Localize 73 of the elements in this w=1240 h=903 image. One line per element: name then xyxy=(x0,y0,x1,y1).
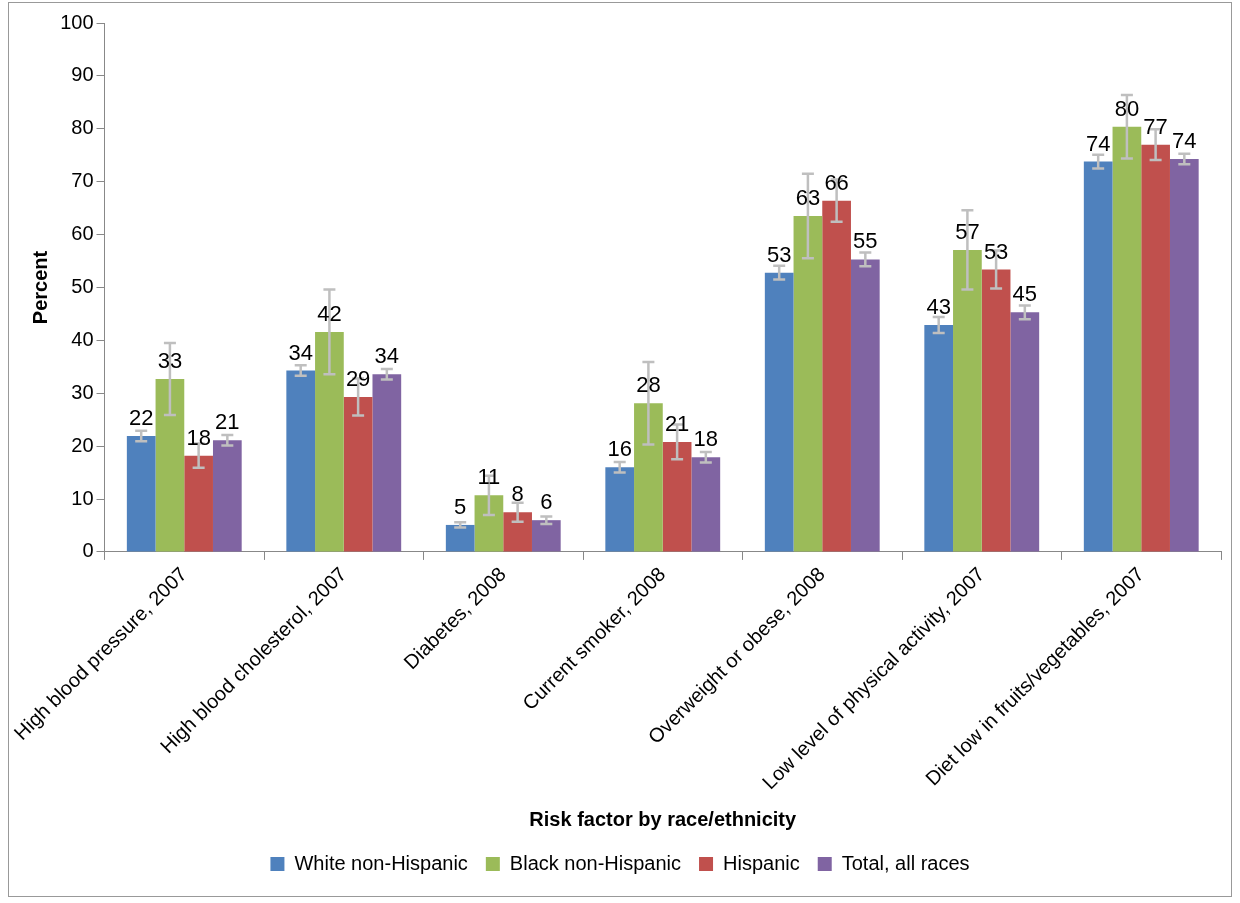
bar xyxy=(850,259,880,552)
y-tick-label: 20 xyxy=(71,433,94,456)
data-label: 18 xyxy=(186,424,211,450)
data-label: 6 xyxy=(540,489,553,515)
data-label: 22 xyxy=(128,405,154,431)
data-label: 18 xyxy=(693,426,719,452)
data-label: 34 xyxy=(374,343,400,369)
bar xyxy=(764,272,794,552)
bar xyxy=(924,325,954,552)
bar xyxy=(822,200,851,552)
y-tick-label: 30 xyxy=(71,380,94,403)
legend-label: Hispanic xyxy=(723,851,800,874)
legend-label: Total, all races xyxy=(841,851,970,874)
bar xyxy=(662,441,692,552)
bar xyxy=(503,512,532,552)
bar xyxy=(981,269,1011,552)
bar xyxy=(1169,158,1199,552)
bar xyxy=(1083,161,1113,552)
data-label: 63 xyxy=(795,185,821,211)
data-label: 66 xyxy=(824,169,849,195)
bar xyxy=(315,331,344,552)
bar xyxy=(953,249,982,552)
bar xyxy=(184,455,213,552)
bar xyxy=(1010,312,1040,552)
y-tick-label: 40 xyxy=(71,327,94,350)
legend-label: White non-Hispanic xyxy=(294,851,468,874)
data-label: 34 xyxy=(288,339,313,365)
y-tick-label: 80 xyxy=(71,116,94,139)
data-label: 55 xyxy=(853,228,878,254)
bar xyxy=(605,467,635,552)
data-label: 45 xyxy=(1012,281,1038,307)
data-label: 53 xyxy=(766,241,792,267)
data-label: 74 xyxy=(1172,127,1197,153)
data-label: 77 xyxy=(1143,113,1168,139)
data-label: 16 xyxy=(607,436,632,462)
bar xyxy=(372,374,402,552)
data-label: 11 xyxy=(477,464,501,490)
bar xyxy=(1141,144,1170,552)
data-label: 43 xyxy=(926,294,951,320)
bar xyxy=(343,396,373,552)
data-label: 74 xyxy=(1085,130,1111,156)
y-tick-label: 90 xyxy=(71,63,94,86)
legend-label: Black non-Hispanic xyxy=(509,851,682,874)
bar xyxy=(691,457,721,552)
bar xyxy=(286,370,316,552)
data-label: 80 xyxy=(1114,95,1140,121)
bar xyxy=(634,403,663,552)
y-axis-title: Percent xyxy=(28,250,51,325)
bar xyxy=(212,440,242,552)
bar xyxy=(445,524,475,552)
data-label: 42 xyxy=(317,300,342,326)
y-tick-label: 100 xyxy=(60,10,94,33)
y-tick-label: 10 xyxy=(71,486,94,509)
data-label: 28 xyxy=(636,372,661,398)
data-label: 57 xyxy=(955,218,980,244)
bar xyxy=(793,216,823,552)
y-tick-label: 0 xyxy=(82,539,94,562)
bar xyxy=(474,495,504,552)
bar xyxy=(126,436,156,552)
data-label: 5 xyxy=(454,494,467,519)
data-label: 29 xyxy=(345,366,371,391)
data-label: 53 xyxy=(983,238,1009,264)
bar xyxy=(531,520,561,552)
data-label: 33 xyxy=(157,348,183,374)
bar xyxy=(155,378,185,552)
y-tick-label: 50 xyxy=(71,274,94,297)
x-axis-title: Risk factor by race/ethnicity xyxy=(529,807,798,830)
data-label: 8 xyxy=(511,481,524,507)
y-tick-label: 60 xyxy=(71,222,94,245)
data-label: 21 xyxy=(215,409,240,435)
y-tick-label: 70 xyxy=(71,169,94,192)
data-label: 21 xyxy=(664,410,690,436)
bar xyxy=(1112,126,1142,552)
